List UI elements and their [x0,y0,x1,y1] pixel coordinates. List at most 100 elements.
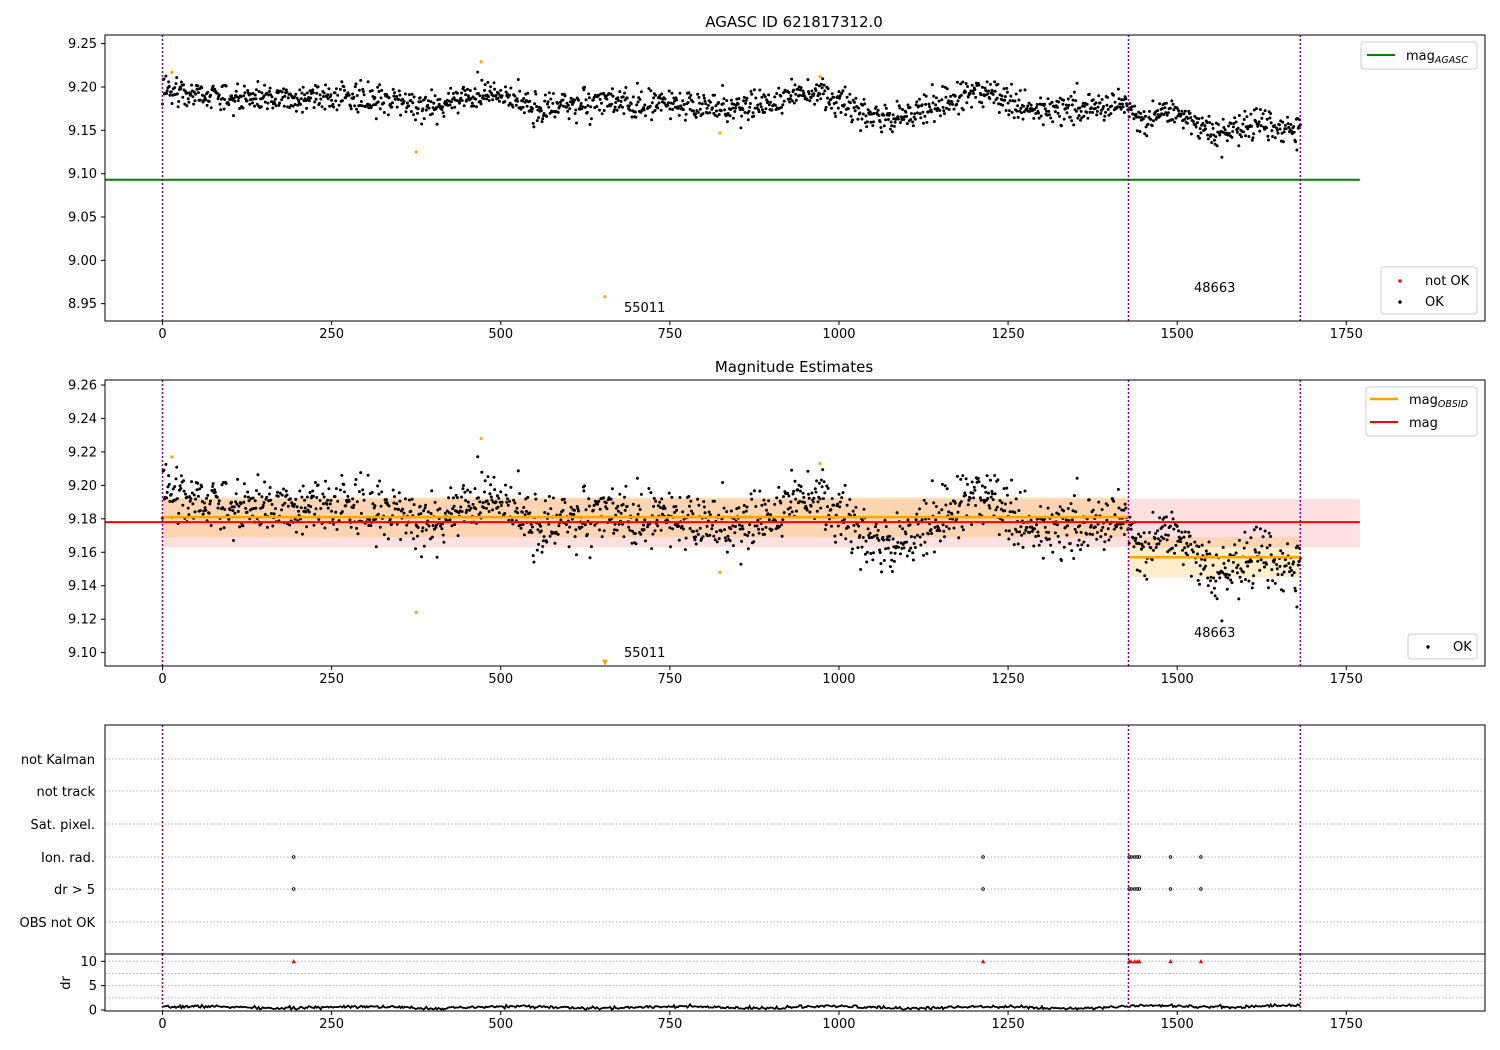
ok-point [883,518,887,522]
ok-point [427,106,431,110]
ok-point [1217,123,1220,126]
ok-point [738,527,742,531]
ok-point [359,511,363,515]
ok-point [722,506,726,510]
dr-panel-points [161,954,1302,1011]
ok-point [950,512,954,516]
ok-point [1215,597,1219,601]
ok-point [1183,109,1187,113]
ok-point [921,110,925,114]
ok-point [963,491,967,495]
ok-point [267,492,271,496]
ok-point [1242,118,1246,121]
ok-point [688,96,691,100]
ok-point [193,99,197,103]
ok-point [1267,531,1271,535]
magnitude-legend-status: OK [1407,633,1478,660]
ok-point [1213,594,1217,598]
ok-point [780,105,783,109]
ok-point [1156,529,1160,533]
ok-point [452,96,456,100]
ok-point [530,531,534,534]
ok-point [1231,560,1235,564]
ok-point [712,534,716,538]
ok-point [265,525,269,529]
ok-point [704,102,708,106]
ok-point [519,526,523,530]
magnitude-legend: magOBSID mag [1365,386,1478,437]
ok-point [165,89,169,93]
ok-point [1077,114,1081,117]
ok-point [1182,112,1186,116]
ok-point [1250,138,1254,142]
ok-point [460,495,463,499]
ok-point [269,498,273,502]
ok-point [758,489,762,493]
ok-point [1043,107,1047,111]
ok-point [1147,542,1151,546]
ok-point [651,110,655,114]
ok-point [1287,125,1291,129]
ok-point [911,124,915,128]
ok-point [1251,582,1255,585]
ok-point [1199,572,1203,576]
ok-point [247,499,251,503]
ok-point [319,97,323,101]
ok-point [1146,122,1150,126]
ok-point [673,511,677,514]
ok-point [1087,92,1091,96]
ok-point [435,122,439,126]
ok-point [667,89,671,93]
ok-point [505,500,509,504]
ok-point [1003,509,1007,513]
ok-point [200,86,204,90]
ok-point [537,116,541,120]
ok-point [489,85,493,89]
ok-point [789,500,793,504]
ok-point [294,109,298,113]
ok-point [1212,133,1216,137]
ok-point [1129,108,1133,112]
ok-point [1095,537,1099,541]
ok-point [513,94,517,98]
ok-point [1039,505,1043,508]
ok-point [1163,523,1167,527]
ok-point [759,105,763,109]
ok-point [179,474,183,478]
ok-point [577,509,580,513]
ok-point [333,495,337,499]
ok-point [168,93,172,97]
ok-point [1200,557,1204,561]
y-tick-label: 9.18 [68,512,97,527]
ok-point [696,497,700,501]
flag-marker [1137,887,1142,891]
ok-point [1116,87,1120,91]
ok-point [1164,533,1168,537]
ok-point [739,562,743,566]
ok-point [605,507,609,511]
ok-point [1150,124,1154,128]
ok-point [1290,569,1293,572]
ok-point [861,112,865,116]
ok-point [872,551,875,555]
ok-point [1076,116,1080,120]
ok-point [1185,121,1189,125]
ok-point [1086,544,1090,548]
ok-point [427,524,431,528]
ok-point [380,88,384,92]
ok-point [1122,533,1126,536]
ok-point [941,85,944,88]
ok-point [525,104,529,108]
ok-point [167,482,171,486]
ok-point [660,497,664,501]
ok-point [623,91,626,95]
ok-point [705,524,709,528]
ok-point [798,93,802,97]
ok-point [1028,109,1032,113]
ok-point [940,98,944,102]
ok-point [745,505,749,509]
ok-point [821,77,825,81]
ok-point [622,535,626,539]
ok-point [230,94,233,98]
ok-point [752,88,756,92]
